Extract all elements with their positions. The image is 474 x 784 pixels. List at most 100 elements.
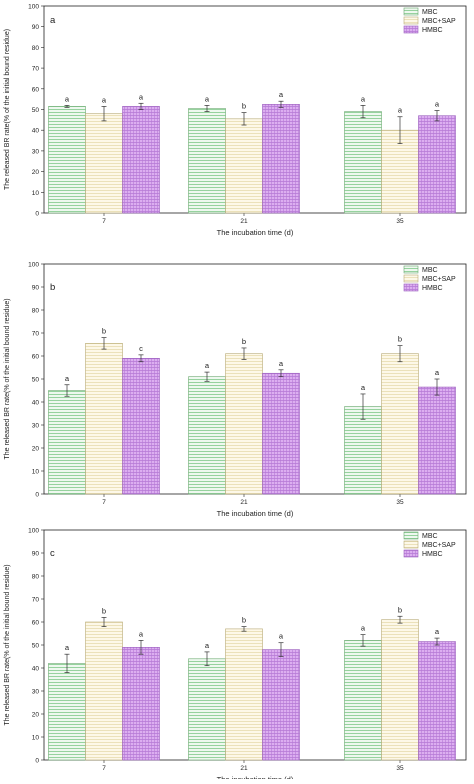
- y-tick-label: 90: [32, 551, 40, 558]
- significance-letter: b: [398, 335, 402, 344]
- y-tick-label: 100: [28, 528, 39, 535]
- legend-label: HMBC: [422, 27, 443, 34]
- significance-letter: a: [398, 106, 403, 115]
- significance-letter: b: [242, 616, 246, 625]
- y-tick-label: 100: [28, 4, 39, 11]
- y-axis-label: The released BR rate(% of the initial bo…: [4, 298, 11, 459]
- panel-label: b: [50, 282, 55, 293]
- legend-swatch: [403, 265, 419, 274]
- panel-label: c: [50, 548, 55, 559]
- significance-letter: a: [102, 95, 107, 104]
- bar-mbc-7: [48, 663, 86, 761]
- significance-letter: a: [435, 100, 440, 109]
- x-tick-label: 21: [240, 499, 248, 506]
- legend-label: MBC: [422, 267, 438, 274]
- y-tick-label: 40: [32, 128, 40, 135]
- bar-mbc-sap-21: [225, 118, 263, 214]
- x-tick-label: 35: [396, 499, 404, 506]
- y-tick-label: 90: [32, 285, 40, 292]
- panel-label: a: [50, 15, 56, 26]
- y-tick-label: 10: [32, 190, 40, 197]
- y-tick-label: 20: [32, 712, 40, 719]
- significance-letter: a: [205, 94, 210, 103]
- y-tick-label: 0: [35, 211, 39, 218]
- y-tick-label: 50: [32, 643, 40, 650]
- legend-label: HMBC: [422, 551, 443, 558]
- x-axis-label: The incubation time (d): [217, 509, 294, 518]
- significance-letter: a: [361, 624, 366, 633]
- y-tick-label: 30: [32, 423, 40, 430]
- x-tick-label: 35: [396, 218, 404, 225]
- y-tick-label: 40: [32, 400, 40, 407]
- significance-letter: a: [279, 359, 284, 368]
- legend-label: HMBC: [422, 285, 443, 292]
- bar-hmbc-7: [122, 357, 160, 495]
- y-axis-label: The released BR rate(% of the initial bo…: [4, 564, 11, 725]
- x-tick-label: 35: [396, 765, 404, 772]
- y-tick-label: 70: [32, 66, 40, 73]
- bar-mbc-35: [344, 406, 382, 495]
- y-axis-label: The released BR rate(% of the initial bo…: [4, 29, 11, 190]
- significance-letter: a: [361, 383, 366, 392]
- y-tick-label: 70: [32, 331, 40, 338]
- significance-letter: b: [398, 605, 402, 614]
- bar-mbc-sap-21: [225, 353, 263, 495]
- legend-swatch: [403, 16, 419, 25]
- bar-hmbc-35: [418, 115, 456, 214]
- y-tick-label: 0: [35, 492, 39, 499]
- significance-letter: a: [361, 94, 366, 103]
- bar-mbc-sap-7: [85, 621, 123, 761]
- x-tick-label: 21: [240, 765, 248, 772]
- significance-letter: a: [205, 361, 210, 370]
- legend-label: MBC+SAP: [422, 276, 456, 283]
- y-tick-label: 60: [32, 354, 40, 361]
- y-tick-label: 20: [32, 169, 40, 176]
- y-tick-label: 10: [32, 735, 40, 742]
- legend-swatch: [403, 283, 419, 292]
- bar-mbc-sap-7: [85, 113, 123, 214]
- bar-mbc-21: [188, 376, 226, 495]
- x-tick-label: 7: [102, 499, 106, 506]
- y-tick-label: 30: [32, 148, 40, 155]
- bar-hmbc-35: [418, 641, 456, 761]
- y-tick-label: 80: [32, 308, 40, 315]
- bar-mbc-sap-21: [225, 628, 263, 761]
- significance-letter: a: [65, 94, 70, 103]
- y-tick-label: 50: [32, 107, 40, 114]
- significance-letter: b: [102, 327, 106, 336]
- legend-label: MBC: [422, 533, 438, 540]
- bar-mbc-35: [344, 111, 382, 214]
- x-tick-label: 7: [102, 765, 106, 772]
- significance-letter: a: [435, 627, 440, 636]
- significance-letter: b: [242, 337, 246, 346]
- bar-mbc-sap-7: [85, 343, 123, 495]
- bar-mbc-7: [48, 390, 86, 495]
- y-tick-label: 60: [32, 620, 40, 627]
- legend-swatch: [403, 549, 419, 558]
- y-tick-label: 100: [28, 262, 39, 269]
- bar-hmbc-35: [418, 386, 456, 495]
- legend-swatch: [403, 540, 419, 549]
- significance-letter: a: [65, 643, 70, 652]
- significance-letter: a: [65, 374, 70, 383]
- significance-letter: a: [139, 92, 144, 101]
- y-tick-label: 70: [32, 597, 40, 604]
- bar-hmbc-21: [262, 104, 300, 214]
- x-tick-label: 21: [240, 218, 248, 225]
- significance-letter: a: [279, 90, 284, 99]
- y-tick-label: 50: [32, 377, 40, 384]
- y-tick-label: 20: [32, 446, 40, 453]
- legend-label: MBC: [422, 9, 438, 16]
- legend-swatch: [403, 274, 419, 283]
- bar-mbc-7: [48, 106, 86, 214]
- x-axis-label: The incubation time (d): [217, 775, 294, 779]
- chart-panel-a: 0 10 20 30 40 50 60 70 80 90 100 The released BR ra…: [4, 4, 467, 237]
- x-axis-label: The incubation time (d): [217, 228, 294, 237]
- significance-letter: b: [242, 102, 246, 111]
- bar-mbc-sap-35: [381, 619, 419, 761]
- y-tick-label: 0: [35, 758, 39, 765]
- y-tick-label: 10: [32, 469, 40, 476]
- y-tick-label: 60: [32, 86, 40, 93]
- significance-letter: c: [139, 344, 143, 353]
